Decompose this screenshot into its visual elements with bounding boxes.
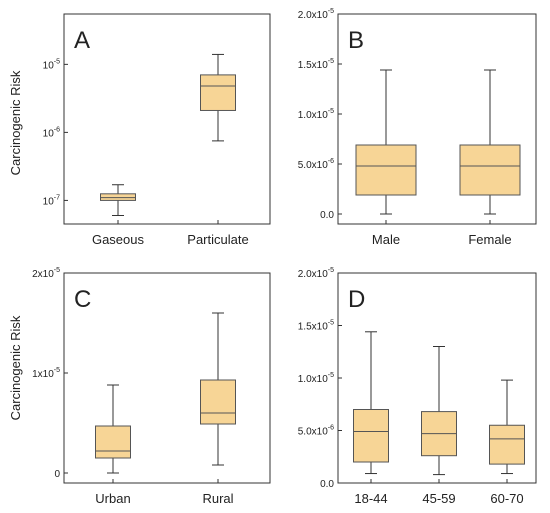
panel-a-box <box>200 74 236 111</box>
panel-c-frame <box>63 272 271 484</box>
y-axis-label-top: Carcinogenic Risk <box>8 70 23 175</box>
panel-c-ytick-label: 1x10-5 <box>32 367 60 380</box>
panel-d-letter: D <box>348 286 365 313</box>
panel-b-ytick-label: 1.5x10-5 <box>298 58 334 71</box>
panel-b-box <box>459 144 521 196</box>
panel-a-category-label: Gaseous <box>92 232 145 247</box>
panel-c-ytick-label: 2x10-5 <box>32 267 60 280</box>
panel-c-box <box>95 425 131 459</box>
panel-b-category-label: Female <box>468 232 511 247</box>
panel-b: B 0.0 5.0x10-6 1.0x10-5 1.5x10-5 2.0x10-5 Male… <box>298 8 537 247</box>
panel-b-category-label: Male <box>372 232 400 247</box>
panel-b-letter: B <box>348 27 364 54</box>
panel-a-letter: A <box>74 27 90 54</box>
panel-a-frame <box>63 13 271 225</box>
panel-d-box <box>489 424 525 465</box>
panel-a-ytick-label: 10-5 <box>43 58 60 71</box>
panel-d-ytick-label: 5.0x10-6 <box>298 425 334 438</box>
panel-b-ytick-label: 0.0 <box>320 210 334 221</box>
panel-d-ytick-label: 0.0 <box>320 479 334 490</box>
panel-b-ytick-label: 2.0x10-5 <box>298 8 334 21</box>
panel-d-category-label: 18-44 <box>354 491 387 506</box>
panel-a-ytick-label: 10-7 <box>43 194 60 207</box>
panel-c: C 0 1x10-5 2x10-5 Urban Rural <box>32 267 271 506</box>
panel-d-ytick-label: 1.5x10-5 <box>298 320 334 333</box>
panel-c-category-label: Urban <box>95 491 130 506</box>
panel-b-ytick-label: 5.0x10-6 <box>298 158 334 171</box>
panel-b-frame <box>337 13 537 225</box>
panel-a-category-label: Particulate <box>187 232 248 247</box>
panel-d: D 0.0 5.0x10-6 1.0x10-5 1.5x10-5 2.0x10-5 18-4… <box>298 267 537 506</box>
panel-b-box <box>355 144 417 196</box>
panel-d-box <box>353 409 389 463</box>
panel-d-ytick-label: 2.0x10-5 <box>298 267 334 280</box>
panel-c-category-label: Rural <box>202 491 233 506</box>
panel-d-category-label: 60-70 <box>490 491 523 506</box>
panel-b-ytick-label: 1.0x10-5 <box>298 108 334 121</box>
y-axis-label-bottom: Carcinogenic Risk <box>8 315 23 420</box>
panel-d-ytick-label: 1.0x10-5 <box>298 372 334 385</box>
panel-c-box <box>200 379 236 425</box>
panel-a-ytick-label: 10-6 <box>43 126 60 139</box>
panel-d-category-label: 45-59 <box>422 491 455 506</box>
panel-c-ytick-label: 0 <box>54 469 60 480</box>
panel-a: A 10-7 10-6 10-5 Gaseous Particulate <box>43 13 271 247</box>
panel-c-letter: C <box>74 286 91 313</box>
